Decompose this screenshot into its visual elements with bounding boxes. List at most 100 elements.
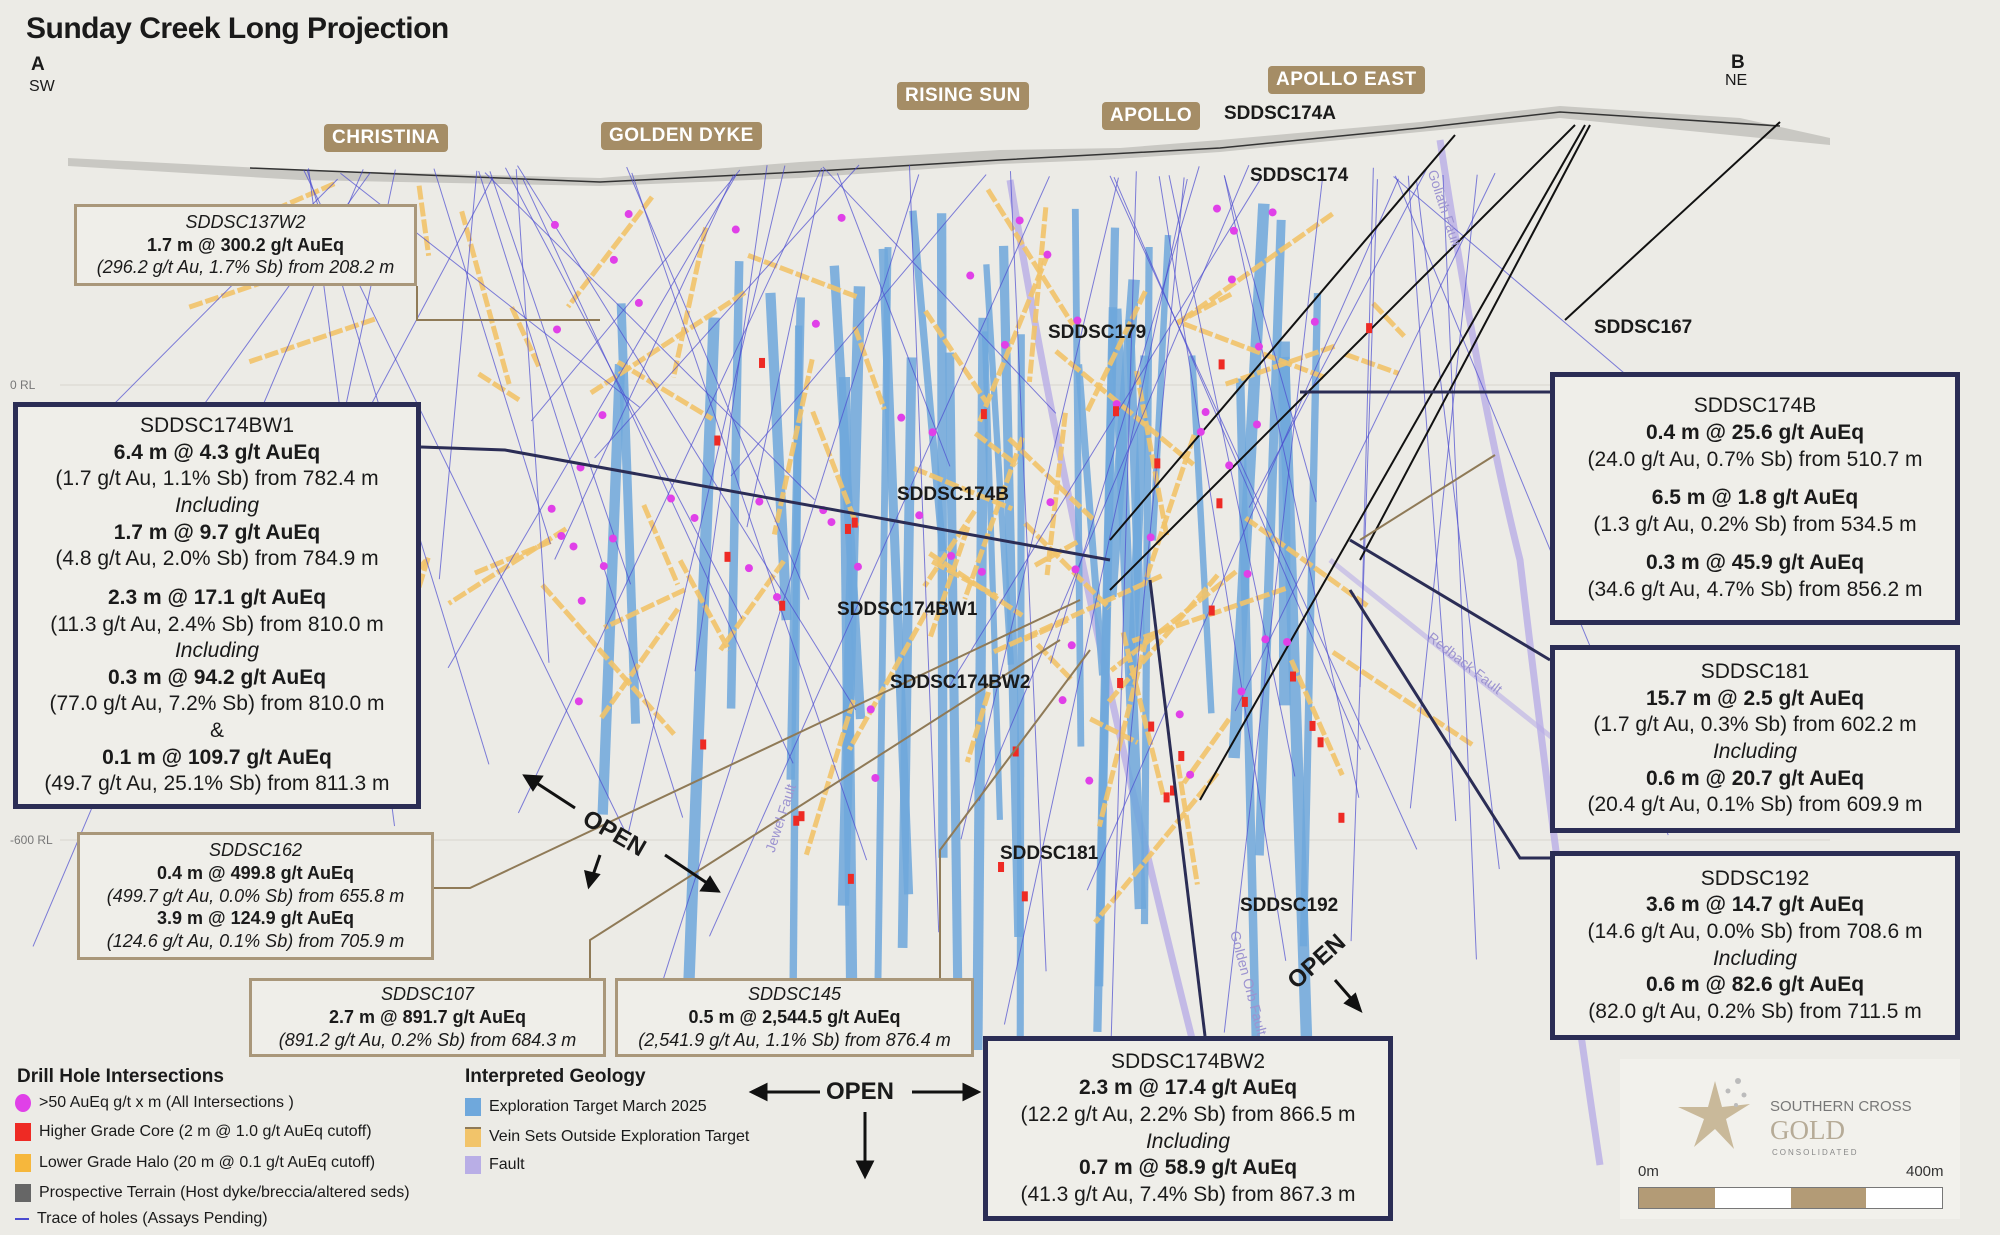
callout-hole-name: SDDSC174BW1 bbox=[139, 413, 295, 437]
intersection-marker bbox=[1073, 316, 1082, 325]
drill-hole-trace bbox=[1109, 134, 1456, 541]
arrow-down-right-head bbox=[699, 875, 721, 893]
vein-set bbox=[852, 326, 887, 411]
intersection-marker bbox=[731, 225, 740, 234]
vein-set bbox=[1120, 631, 1167, 799]
intersection-marker bbox=[977, 567, 986, 576]
hole-label: SDDSC167 bbox=[1594, 317, 1693, 338]
vein-set bbox=[565, 195, 654, 309]
callout-line: (11.3 g/t Au, 2.4% Sb) from 810.0 m bbox=[50, 612, 384, 636]
topography-surface bbox=[68, 106, 1830, 186]
callout-sddsc162: SDDSC162 0.4 m @ 499.8 g/t AuEq (499.7 g… bbox=[77, 832, 434, 960]
intersection-marker bbox=[1196, 427, 1205, 436]
callout-line: 3.6 m @ 14.7 g/t AuEq bbox=[1645, 893, 1865, 917]
intersection-marker bbox=[1283, 638, 1292, 647]
intersection-marker bbox=[1229, 226, 1238, 235]
high-grade-marker bbox=[1012, 746, 1019, 757]
vein-set bbox=[1134, 370, 1170, 537]
callout-hole-name: SDDSC174BW2 bbox=[1110, 1049, 1266, 1073]
vein-set bbox=[1176, 291, 1233, 325]
drill-hole-trace bbox=[1199, 124, 1586, 801]
intersection-marker bbox=[897, 413, 906, 422]
drill-trace bbox=[1086, 178, 1399, 891]
callout-line: 1.7 m @ 300.2 g/t AuEq bbox=[147, 234, 344, 255]
drill-trace bbox=[1003, 178, 1188, 1025]
callout-line: 2.3 m @ 17.4 g/t AuEq bbox=[1078, 1076, 1298, 1100]
callout-line: (296.2 g/t Au, 1.7% Sb) from 208.2 m bbox=[96, 257, 395, 278]
callout-line: 0.1 m @ 109.7 g/t AuEq bbox=[102, 745, 332, 769]
high-grade-marker bbox=[1289, 671, 1296, 682]
vein-set bbox=[1224, 343, 1336, 387]
high-grade-marker bbox=[714, 435, 721, 446]
high-grade-marker bbox=[1309, 720, 1316, 731]
intersection-marker bbox=[550, 220, 559, 229]
exploration-target-body bbox=[1188, 355, 1215, 714]
legend-item-intersection: >50 AuEq g/t x m (All Intersections ) bbox=[15, 1094, 294, 1112]
callout-line: 0.6 m @ 20.7 g/t AuEq bbox=[1645, 766, 1865, 790]
intersection-marker bbox=[1243, 569, 1252, 578]
callout-line: (12.2 g/t Au, 2.2% Sb) from 866.5 m bbox=[1020, 1102, 1356, 1126]
vein-set bbox=[1371, 301, 1406, 338]
callout-line: 1.7 m @ 9.7 g/t AuEq bbox=[113, 520, 321, 544]
vein-set bbox=[985, 188, 1076, 327]
callout-line: Including bbox=[174, 493, 260, 517]
callout-hole-name: SDDSC174B bbox=[1693, 394, 1817, 418]
section-end-label: B bbox=[1731, 52, 1745, 73]
high-grade-marker bbox=[1216, 498, 1223, 509]
intersection-marker bbox=[569, 542, 578, 551]
intersection-marker bbox=[1071, 565, 1080, 574]
high-grade-marker bbox=[779, 600, 786, 611]
intersection-marker bbox=[598, 411, 607, 420]
intersection-marker bbox=[1268, 208, 1277, 217]
callout-line: 0.4 m @ 25.6 g/t AuEq bbox=[1645, 420, 1865, 444]
drill-trace bbox=[1009, 171, 1047, 972]
callout-sddsc174b: SDDSC174B 0.4 m @ 25.6 g/t AuEq (24.0 g/… bbox=[1550, 372, 1960, 625]
hole-label: SDDSC192 bbox=[1240, 895, 1339, 916]
drill-trace bbox=[594, 164, 860, 459]
drill-trace bbox=[1168, 175, 1296, 777]
vein-set bbox=[1054, 349, 1196, 467]
callout-line: (49.7 g/t Au, 25.1% Sb) from 811.3 m bbox=[44, 772, 390, 796]
intersection-marker bbox=[1254, 342, 1263, 351]
intersection-marker bbox=[599, 562, 608, 571]
callout-line: (1.7 g/t Au, 0.3% Sb) from 602.2 m bbox=[1593, 713, 1917, 737]
vein-set bbox=[718, 559, 786, 652]
section-start-label: A bbox=[31, 54, 45, 75]
arrow-down-head bbox=[855, 1160, 875, 1180]
intersection-marker bbox=[1046, 498, 1055, 507]
high-grade-marker bbox=[1154, 458, 1161, 469]
exploration-target-body bbox=[788, 325, 803, 1051]
vein-set bbox=[1244, 516, 1369, 608]
callout-hole-name: SDDSC107 bbox=[380, 984, 475, 1005]
high-grade-marker bbox=[1178, 751, 1185, 762]
vein-set bbox=[922, 509, 977, 588]
callout-sddsc174bw2: SDDSC174BW2 2.3 m @ 17.4 g/t AuEq (12.2 … bbox=[983, 1036, 1393, 1221]
exploration-target-body bbox=[765, 292, 792, 621]
intersection-marker bbox=[609, 255, 618, 264]
intersection-marker bbox=[690, 513, 699, 522]
intersection-marker bbox=[827, 518, 836, 527]
callout-line: Including bbox=[1712, 740, 1798, 763]
intersection-marker bbox=[928, 428, 937, 437]
exploration-target-body bbox=[597, 363, 626, 815]
callout-line: 2.7 m @ 891.7 g/t AuEq bbox=[329, 1007, 526, 1028]
drill-trace bbox=[822, 166, 1057, 414]
intersection-marker bbox=[837, 213, 846, 222]
exploration-target-body bbox=[945, 352, 963, 983]
legend-item-high-grade: Higher Grade Core (2 m @ 1.0 g/t AuEq cu… bbox=[15, 1123, 372, 1141]
callout-line: 0.4 m @ 499.8 g/t AuEq bbox=[157, 862, 354, 883]
vein-set bbox=[1289, 659, 1345, 777]
callout-sddsc137w2: SDDSC137W2 1.7 m @ 300.2 g/t AuEq (296.2… bbox=[74, 204, 417, 286]
drill-trace bbox=[438, 170, 478, 580]
legend-label: Vein Sets Outside Exploration Target bbox=[489, 1128, 750, 1145]
prospect-apollo-east: APOLLO EAST bbox=[1268, 66, 1425, 94]
exploration-target-body bbox=[1299, 292, 1322, 947]
legend-label: Prospective Terrain (Host dyke/breccia/a… bbox=[39, 1184, 410, 1201]
legend-label: Exploration Target March 2025 bbox=[489, 1098, 707, 1115]
vein-set bbox=[990, 573, 1163, 656]
leader-107 bbox=[589, 639, 1061, 978]
intersection-marker bbox=[574, 697, 583, 706]
intersection-marker bbox=[915, 511, 924, 520]
intersection-marker bbox=[755, 497, 764, 506]
intersection-marker bbox=[1043, 250, 1052, 259]
